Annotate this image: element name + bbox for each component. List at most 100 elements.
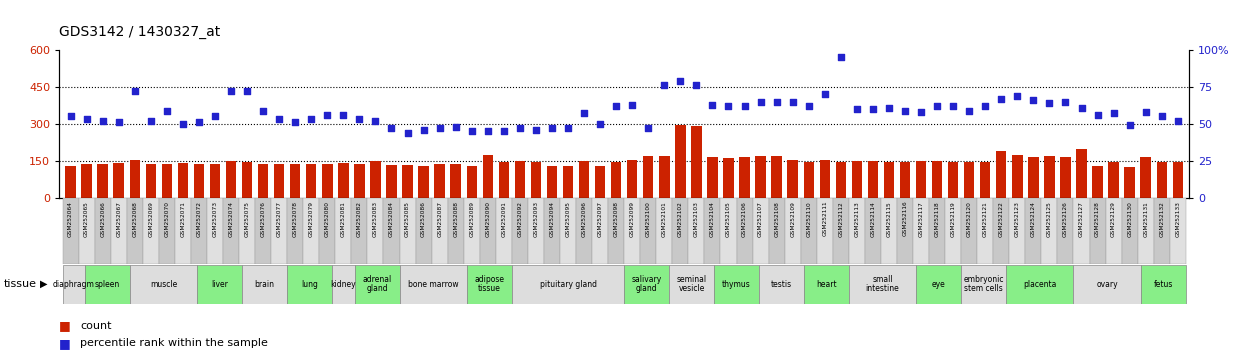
Point (750, 99, 770, 104)
Text: GSM252077: GSM252077 (277, 201, 282, 237)
Text: GSM252064: GSM252064 (68, 201, 73, 237)
Text: GSM252079: GSM252079 (309, 201, 314, 237)
Bar (1141, 264, 1185, 304)
Text: GSM252133: GSM252133 (1175, 201, 1180, 237)
Bar (1141, 157, 1151, 198)
Bar (1074, 264, 1141, 304)
Bar (801, 198, 817, 264)
Bar (1109, 162, 1119, 198)
Point (366, 118, 386, 124)
Bar (63, 198, 79, 264)
Text: small
intestine: small intestine (865, 275, 900, 293)
Bar (387, 165, 397, 198)
Text: GSM252075: GSM252075 (245, 201, 250, 237)
Point (382, 126, 402, 131)
Point (125, 88, 145, 94)
Point (927, 103, 947, 109)
Bar (194, 164, 204, 198)
Bar (868, 161, 878, 198)
Point (991, 96, 1011, 102)
Bar (351, 198, 367, 264)
Bar (916, 264, 962, 304)
Text: brain: brain (255, 280, 274, 289)
Bar (332, 264, 355, 304)
Text: GSM252129: GSM252129 (1111, 201, 1116, 237)
Bar (146, 164, 156, 198)
Point (654, 82, 674, 88)
Bar (85, 264, 130, 304)
Text: GDS3142 / 1430327_at: GDS3142 / 1430327_at (59, 25, 220, 39)
Bar (355, 164, 365, 198)
Bar (948, 162, 958, 198)
Bar (771, 156, 782, 198)
Bar (530, 161, 541, 198)
Text: GSM252127: GSM252127 (1079, 201, 1084, 237)
Bar (323, 164, 332, 198)
Point (478, 129, 498, 134)
Bar (206, 198, 222, 264)
Bar (383, 198, 399, 264)
Text: muscle: muscle (150, 280, 177, 289)
Bar (659, 156, 670, 198)
Point (446, 124, 466, 130)
Text: GSM252099: GSM252099 (629, 201, 635, 237)
Point (302, 116, 321, 122)
Bar (962, 198, 978, 264)
Text: GSM252106: GSM252106 (742, 201, 747, 236)
Point (1056, 99, 1075, 104)
Point (1023, 97, 1043, 103)
Text: GSM252130: GSM252130 (1127, 201, 1132, 237)
Text: heart: heart (816, 280, 837, 289)
Text: GSM252070: GSM252070 (164, 201, 169, 237)
Point (734, 103, 754, 109)
Bar (418, 166, 429, 198)
Bar (1153, 198, 1169, 264)
Point (1120, 122, 1140, 128)
Bar (130, 264, 198, 304)
Text: GSM252100: GSM252100 (645, 201, 650, 237)
Text: fetus: fetus (1153, 280, 1173, 289)
Point (414, 127, 434, 133)
Text: GSM252067: GSM252067 (116, 201, 121, 237)
Bar (595, 166, 606, 198)
Point (1072, 105, 1091, 110)
Bar (980, 161, 990, 198)
Point (1136, 109, 1156, 115)
Bar (98, 164, 108, 198)
Bar (255, 198, 271, 264)
Text: GSM252118: GSM252118 (934, 201, 939, 236)
Text: GSM252131: GSM252131 (1143, 201, 1148, 236)
Text: GSM252086: GSM252086 (421, 201, 426, 237)
Bar (836, 161, 845, 198)
Point (1088, 112, 1107, 118)
Bar (498, 161, 509, 198)
Bar (198, 264, 242, 304)
Bar (897, 198, 913, 264)
Point (253, 108, 273, 113)
Bar (833, 198, 849, 264)
Text: GSM252119: GSM252119 (950, 201, 955, 236)
Point (895, 108, 915, 113)
Bar (514, 161, 525, 198)
Bar (66, 166, 75, 198)
Bar (79, 198, 95, 264)
Text: GSM252074: GSM252074 (229, 201, 234, 237)
Text: GSM252093: GSM252093 (534, 201, 539, 237)
Bar (1137, 198, 1153, 264)
Bar (226, 161, 236, 198)
Bar (562, 166, 574, 198)
Bar (1006, 264, 1074, 304)
Text: kidney: kidney (330, 280, 356, 289)
Point (622, 102, 641, 107)
Point (670, 78, 690, 84)
Bar (803, 264, 849, 304)
Bar (929, 198, 946, 264)
Bar (271, 198, 287, 264)
Bar (466, 166, 477, 198)
Bar (624, 264, 669, 304)
Text: GSM252125: GSM252125 (1047, 201, 1052, 237)
Bar (290, 164, 300, 198)
Bar (643, 156, 654, 198)
Text: adrenal
gland: adrenal gland (362, 275, 392, 293)
Point (173, 121, 193, 127)
